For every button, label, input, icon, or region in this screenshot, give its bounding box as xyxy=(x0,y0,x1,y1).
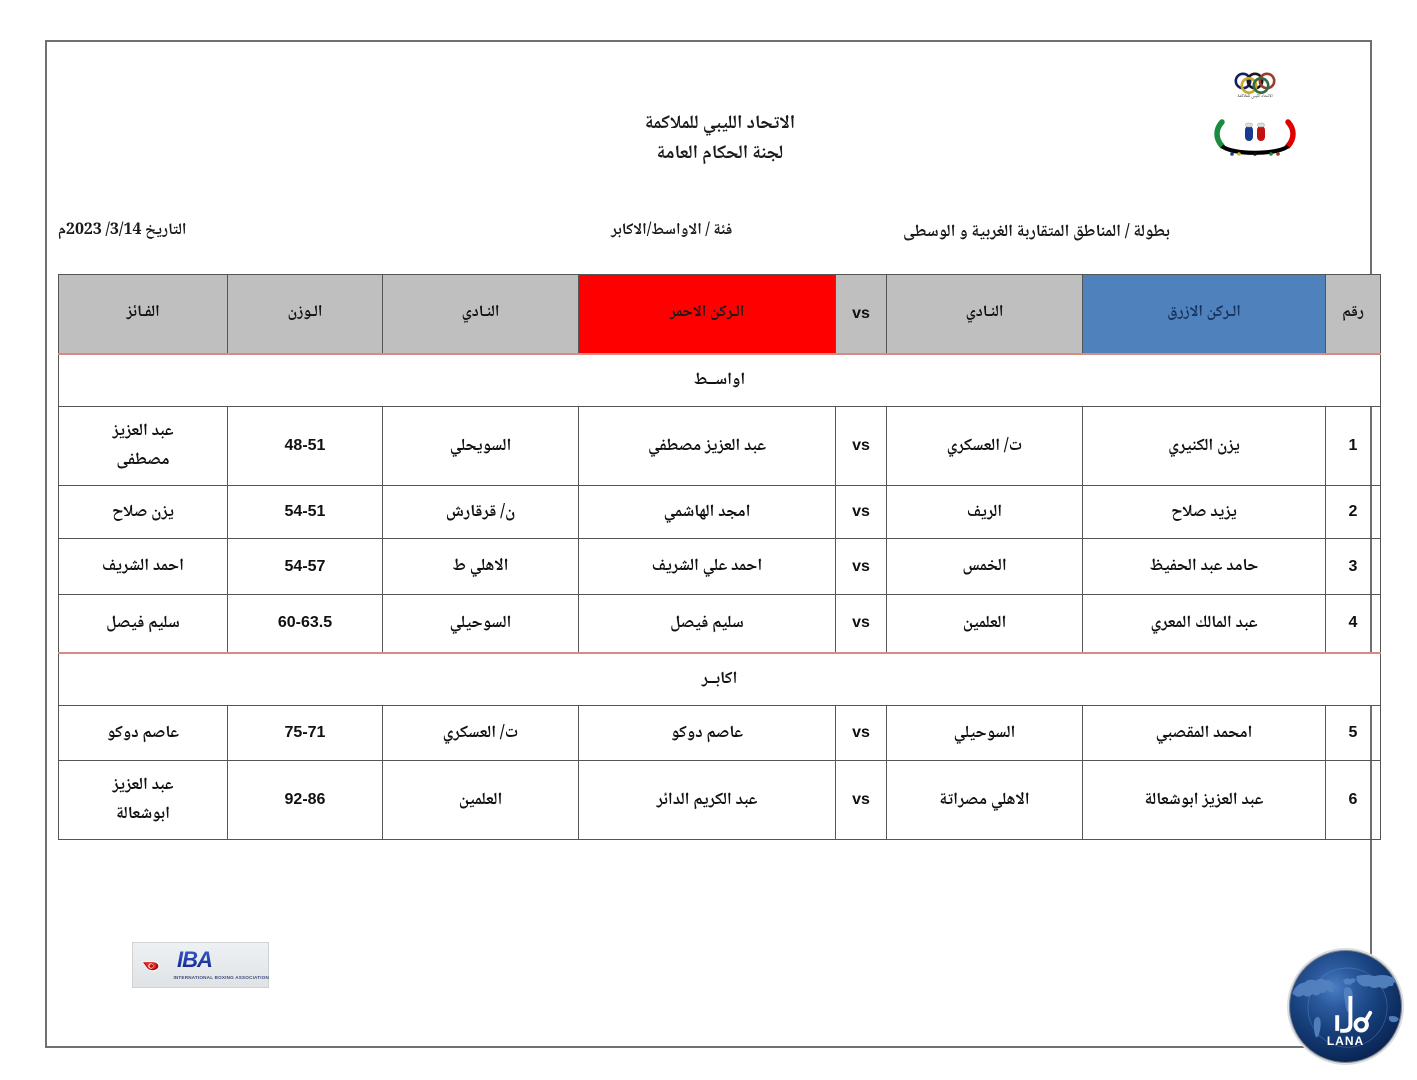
svg-text:الاتحاد الليبي للملاكمة: الاتحاد الليبي للملاكمة xyxy=(1237,92,1272,100)
